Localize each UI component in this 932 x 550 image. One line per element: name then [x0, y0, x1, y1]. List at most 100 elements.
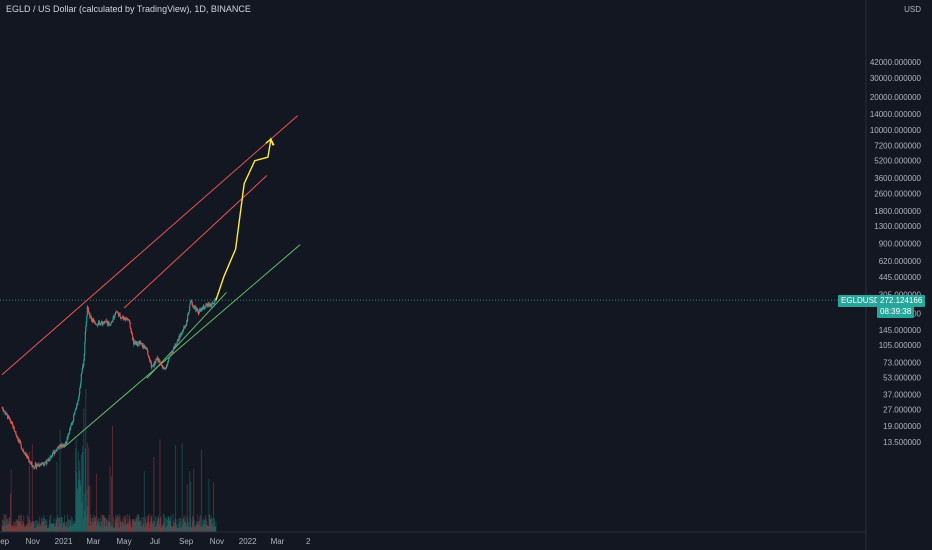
- volume-bar: [74, 520, 76, 532]
- candle-body: [9, 418, 11, 421]
- candle-body: [18, 439, 20, 442]
- volume-bar: [23, 515, 25, 532]
- candle-body: [155, 359, 157, 363]
- candle-body: [197, 309, 199, 312]
- candle-body: [149, 359, 151, 361]
- volume-bar: [203, 519, 205, 532]
- candle-body: [94, 321, 96, 324]
- volume-bar: [203, 523, 205, 532]
- volume-bar: [102, 527, 104, 532]
- volume-bar: [44, 525, 46, 532]
- price-tick-label: 37.000000: [883, 390, 921, 399]
- volume-bar: [183, 518, 185, 532]
- candle-body: [16, 436, 18, 439]
- volume-bar: [14, 526, 16, 532]
- candle-body: [70, 424, 72, 426]
- volume-bar: [19, 522, 21, 532]
- candle-body: [95, 324, 97, 326]
- volume-bar: [207, 526, 209, 532]
- candle-body: [106, 321, 109, 325]
- candle-body: [29, 461, 31, 463]
- candle-body: [182, 331, 184, 333]
- candle-body: [28, 458, 30, 462]
- candle-body: [182, 329, 184, 332]
- volume-bar: [22, 522, 24, 532]
- volume-bar: [118, 516, 120, 532]
- candle-body: [114, 314, 116, 317]
- volume-bar: [149, 521, 151, 532]
- volume-bar: [65, 527, 67, 532]
- volume-bar: [100, 525, 102, 532]
- candle-body: [97, 325, 99, 326]
- volume-bar: [89, 485, 91, 532]
- volume-bar: [37, 521, 39, 532]
- volume-bar: [72, 521, 74, 532]
- volume-bar: [132, 519, 134, 532]
- volume-bar: [1, 524, 3, 532]
- candle-body: [122, 316, 124, 319]
- volume-bar: [17, 521, 19, 532]
- candle-body: [179, 336, 181, 338]
- volume-bar: [42, 518, 44, 532]
- candle-body: [214, 299, 216, 302]
- volume-bar: [98, 523, 100, 532]
- volume-bar: [63, 523, 65, 532]
- candle-body: [49, 456, 52, 458]
- volume-bar: [197, 514, 199, 532]
- volume-bar: [34, 521, 36, 532]
- candle-body: [34, 467, 36, 469]
- candle-body: [183, 327, 185, 330]
- volume-bar: [54, 526, 55, 532]
- price-tick-label: 27.000000: [883, 405, 921, 414]
- volume-bar: [76, 489, 78, 532]
- volume-bar: [145, 516, 147, 532]
- volume-bar: [101, 514, 103, 532]
- volume-bar: [18, 515, 20, 532]
- volume-bar: [205, 518, 207, 532]
- volume-bar: [164, 514, 165, 532]
- volume-bar: [9, 517, 11, 532]
- volume-bar: [185, 516, 187, 532]
- volume-bar: [6, 524, 8, 532]
- volume-bar: [24, 526, 26, 532]
- trendline: [63, 244, 301, 448]
- volume-bar: [113, 527, 115, 532]
- candle-body: [80, 381, 82, 386]
- volume-bar: [58, 518, 60, 532]
- candle-body: [144, 346, 146, 348]
- candle-body: [146, 348, 148, 351]
- volume-bar: [80, 485, 82, 532]
- volume-bar: [90, 514, 92, 532]
- candle-body: [160, 363, 162, 365]
- volume-bar: [156, 521, 158, 532]
- candle-body: [72, 421, 74, 423]
- volume-bar: [117, 526, 119, 532]
- candle-body: [110, 323, 112, 325]
- volume-bar: [215, 520, 217, 532]
- volume-bar: [20, 514, 22, 532]
- volume-bar: [139, 522, 141, 532]
- time-tick-label: Jul: [150, 537, 160, 546]
- volume-bar: [177, 527, 179, 532]
- candle-body: [21, 448, 23, 450]
- volume-bar: [211, 517, 213, 532]
- symbol-badge: EGLDUSD: [838, 295, 883, 308]
- volume-bar: [60, 516, 62, 532]
- volume-bar: [140, 525, 142, 532]
- volume-bar: [23, 524, 25, 532]
- volume-bar: [141, 527, 143, 532]
- volume-bar: [172, 526, 174, 532]
- volume-bar: [135, 516, 137, 532]
- volume-bar: [35, 527, 37, 532]
- candle-body: [190, 300, 192, 304]
- volume-bar: [71, 525, 73, 532]
- volume-bar: [86, 489, 88, 532]
- candle-body: [187, 314, 189, 315]
- volume-bar: [81, 502, 83, 532]
- volume-bar: [147, 516, 149, 532]
- candle-body: [150, 362, 152, 368]
- price-tick-label: 13.500000: [883, 438, 921, 447]
- candle-body: [162, 367, 165, 368]
- candle-body: [211, 302, 213, 305]
